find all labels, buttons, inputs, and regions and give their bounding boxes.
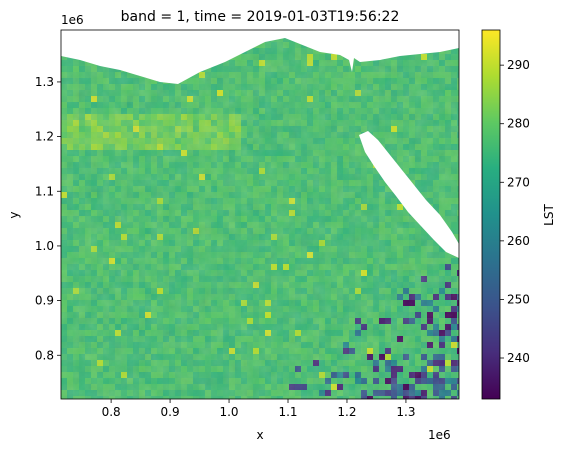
y-offset-label: 1e6 <box>61 13 84 27</box>
plot-frame <box>60 29 460 400</box>
x-axis-label: x <box>256 428 263 442</box>
y-tick-label: 0.9 <box>35 294 54 308</box>
y-tick-label: 1.3 <box>35 75 54 89</box>
x-tick-label: 1.3 <box>396 405 415 419</box>
x-tick-label: 0.8 <box>102 405 121 419</box>
y-tick-label: 1.1 <box>35 184 54 198</box>
nodata-red-sea <box>359 131 459 258</box>
plot-area <box>61 30 459 399</box>
y-tick-label: 0.8 <box>35 348 54 362</box>
colorbar-tick-label: 290 <box>507 58 530 72</box>
x-tick-label: 0.9 <box>161 405 180 419</box>
nodata-mediterranean <box>61 30 459 84</box>
x-tick-label: 1.2 <box>337 405 356 419</box>
colorbar-tick-label: 240 <box>507 351 530 365</box>
raster-texture <box>61 30 459 399</box>
colorbar-ticks: 240 250 260 270 280 290 <box>500 58 530 365</box>
x-axis: 0.8 0.9 1.0 1.1 1.2 1.3 <box>102 399 415 419</box>
x-offset-label: 1e6 <box>428 428 451 442</box>
x-tick-label: 1.0 <box>219 405 238 419</box>
colorbar <box>481 29 501 400</box>
x-tick-label: 1.1 <box>278 405 297 419</box>
colorbar-tick-label: 250 <box>507 292 530 306</box>
colorbar-tick-label: 280 <box>507 117 530 131</box>
colorbar-tick-label: 260 <box>507 234 530 248</box>
chart-title: band = 1, time = 2019-01-03T19:56:22 <box>121 9 400 25</box>
colorbar-label: LST <box>542 204 556 226</box>
colorbar-tick-label: 270 <box>507 175 530 189</box>
y-axis: 0.8 0.9 1.0 1.1 1.2 1.3 <box>35 75 61 362</box>
y-tick-label: 1.0 <box>35 239 54 253</box>
y-tick-label: 1.2 <box>35 130 54 144</box>
y-axis-label: y <box>7 211 21 218</box>
